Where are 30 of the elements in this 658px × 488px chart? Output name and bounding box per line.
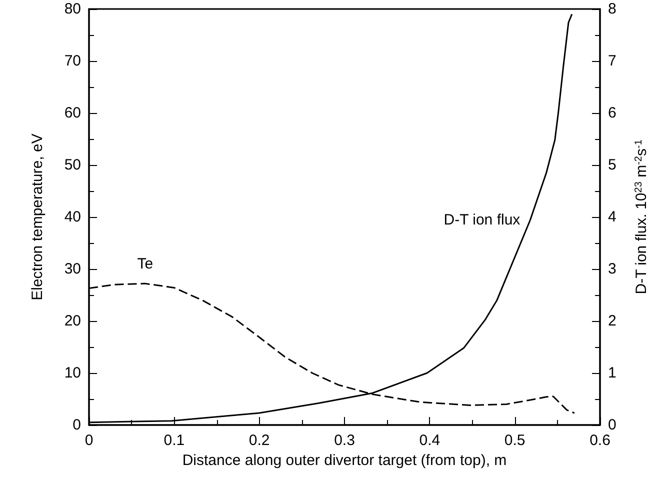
y2-tick-label: 5 [608, 156, 616, 174]
y-tick-label: 40 [64, 208, 81, 226]
y2-axis-title: D-T ion flux. 1023 m-2s-1 [633, 139, 650, 294]
y-tick-label: 10 [64, 364, 81, 382]
y2-tick-label: 1 [608, 364, 616, 382]
y-tick-label: 80 [64, 0, 81, 18]
y-tick-label: 70 [64, 52, 81, 70]
y-tick-label: 20 [64, 312, 81, 330]
y2-tick-label: 8 [608, 0, 616, 18]
y-tick-label: 60 [64, 104, 81, 122]
x-tick-label: 0.5 [504, 432, 526, 449]
y-axis-title: Electron temperature, eV [29, 134, 46, 300]
y2-tick-label: 6 [608, 104, 616, 122]
series-label: D-T ion flux [444, 212, 521, 229]
x-tick-label: 0.2 [248, 432, 270, 449]
x-tick-label: 0.6 [590, 432, 610, 449]
y2-tick-label: 0 [608, 416, 616, 434]
x-tick-label: 0.1 [164, 432, 185, 449]
y2-tick-label: 7 [608, 52, 616, 70]
x-tick-label: 0 [84, 432, 94, 449]
y2-tick-label: 3 [608, 260, 616, 278]
y-tick-label: 0 [72, 416, 81, 434]
y-tick-label: 50 [64, 156, 81, 174]
y2-tick-label: 2 [608, 312, 616, 330]
series-label: Te [137, 256, 154, 273]
x-axis-title: Distance along outer divertor target (from top), m [182, 452, 507, 469]
y-tick-label: 30 [64, 260, 81, 278]
x-tick-label: 0.4 [419, 432, 440, 449]
y2-tick-label: 4 [608, 208, 616, 226]
x-tick-label: 0.3 [334, 432, 355, 449]
